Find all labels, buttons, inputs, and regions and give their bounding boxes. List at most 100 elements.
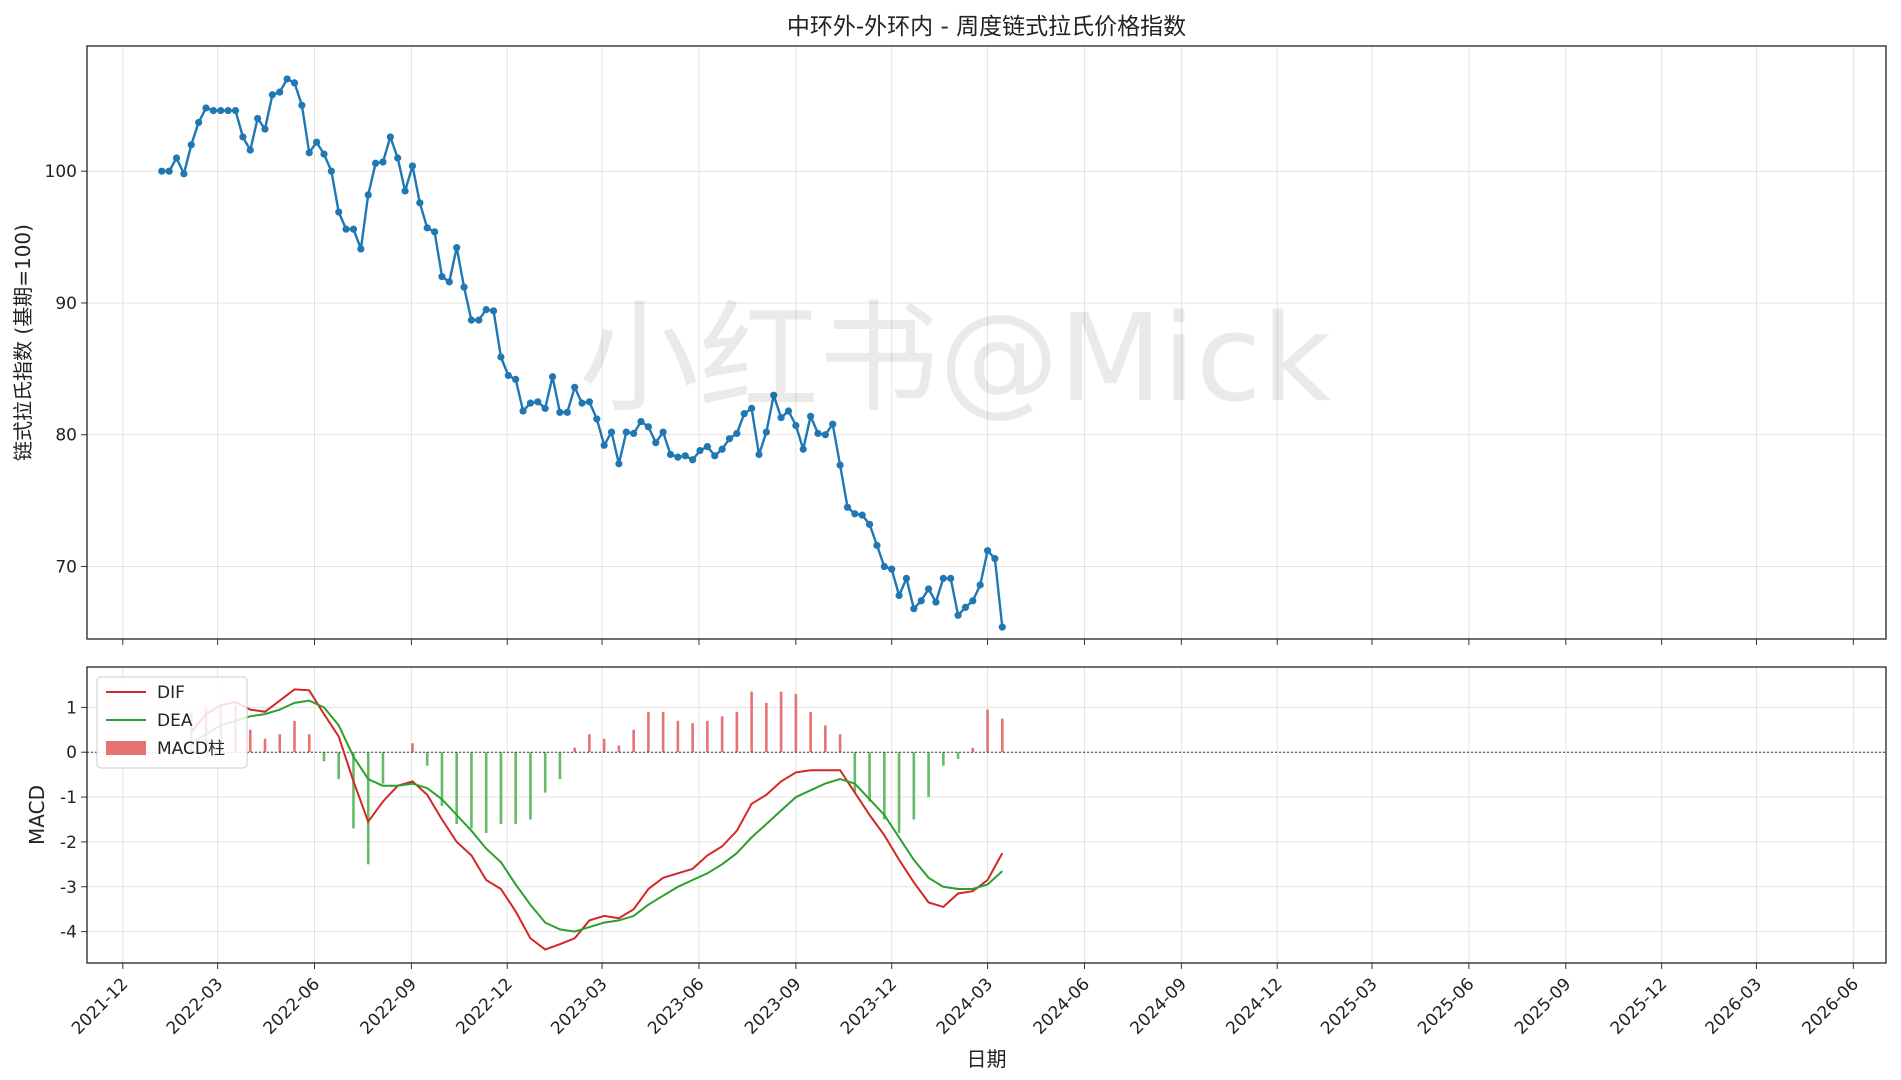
- index-point: [821, 431, 829, 439]
- index-point: [172, 154, 181, 162]
- index-point: [445, 278, 453, 286]
- index-point: [276, 88, 284, 96]
- x-tick-label: 2026-06: [1799, 974, 1863, 1038]
- index-point: [467, 316, 476, 324]
- index-point: [158, 167, 166, 175]
- macd-bar: [352, 752, 355, 829]
- x-tick-label: 2024-12: [1222, 974, 1286, 1038]
- macd-bar: [853, 752, 857, 793]
- x-tick-label: 2023-12: [837, 974, 901, 1038]
- index-point: [748, 404, 756, 412]
- index-point: [659, 428, 667, 436]
- macd-bar: [765, 702, 768, 753]
- x-axis-label: 日期: [967, 1047, 1007, 1071]
- index-point: [489, 307, 498, 315]
- top-plot-frame: [86, 45, 1887, 640]
- index-point: [733, 429, 741, 438]
- x-tick-label: 2024-06: [1030, 974, 1094, 1038]
- index-point: [394, 154, 402, 162]
- index-point: [195, 118, 203, 127]
- macd-bar: [248, 729, 252, 753]
- macd-bar: [440, 752, 444, 807]
- index-point: [696, 446, 704, 455]
- macd-bar: [307, 734, 311, 753]
- index-point: [895, 591, 903, 600]
- index-point: [423, 224, 431, 232]
- macd-bar: [720, 716, 724, 753]
- x-tick-label: 2021-12: [68, 974, 132, 1038]
- index-point: [187, 141, 195, 149]
- index-point: [917, 597, 925, 605]
- index-point: [681, 452, 689, 460]
- macd-bar: [779, 691, 783, 753]
- x-tick-label: 2024-03: [933, 974, 997, 1038]
- bottom-y-tick-label: -3: [60, 878, 77, 898]
- x-tick-label: 2026-03: [1702, 974, 1766, 1038]
- index-point: [453, 244, 461, 252]
- index-point: [725, 435, 734, 443]
- index-point: [622, 428, 630, 436]
- index-point: [932, 598, 940, 606]
- macd-bar: [499, 752, 503, 824]
- index-point: [585, 398, 594, 406]
- index-point: [829, 420, 837, 428]
- bottom-y-axis-label: MACD: [25, 785, 49, 845]
- top-y-axis-label: 链式拉氏指数 (基期=100): [11, 224, 35, 461]
- index-point: [939, 574, 947, 582]
- index-point: [357, 245, 365, 253]
- macd-bar: [514, 752, 517, 824]
- macd-bar: [366, 752, 370, 865]
- index-point: [998, 623, 1006, 631]
- legend-label: DIF: [157, 683, 185, 703]
- macd-bar: [602, 738, 606, 753]
- index-point: [718, 445, 726, 453]
- macd-bar: [897, 752, 901, 833]
- index-point: [231, 106, 240, 115]
- x-tick-label: 2025-12: [1607, 974, 1671, 1038]
- top-y-tick-label: 90: [55, 294, 77, 314]
- index-point: [519, 407, 527, 415]
- index-point: [342, 225, 350, 233]
- index-point: [335, 208, 343, 216]
- index-point: [364, 191, 372, 199]
- index-point: [954, 611, 962, 619]
- bottom-y-tick-label: -4: [60, 923, 77, 943]
- macd-bar: [1000, 718, 1004, 753]
- macd-bar: [912, 752, 916, 820]
- macd-bar: [986, 709, 989, 753]
- x-tick-label: 2025-09: [1511, 974, 1575, 1038]
- index-point: [224, 106, 232, 115]
- index-point: [770, 391, 778, 399]
- x-tick-label: 2022-09: [357, 974, 421, 1038]
- index-point: [666, 450, 675, 459]
- index-point: [777, 414, 785, 422]
- x-tick-label: 2023-06: [644, 974, 708, 1038]
- macd-bar: [588, 734, 591, 753]
- macd-bar: [455, 752, 459, 824]
- macd-bar: [263, 738, 267, 753]
- macd-bar: [293, 720, 296, 753]
- dif-line: [190, 688, 1004, 951]
- legend-label: MACD柱: [157, 739, 225, 759]
- index-point: [261, 125, 269, 133]
- index-point: [578, 399, 586, 407]
- index-point: [836, 461, 844, 469]
- index-point: [607, 428, 616, 436]
- index-point: [305, 149, 313, 157]
- index-point: [807, 412, 815, 420]
- index-point: [799, 445, 807, 453]
- index-point: [534, 398, 542, 406]
- index-point: [165, 167, 173, 175]
- index-point: [512, 375, 520, 383]
- index-point: [482, 305, 490, 314]
- index-point: [349, 225, 358, 233]
- macd-bar: [883, 752, 886, 820]
- macd-bar: [794, 693, 798, 753]
- index-point: [401, 187, 409, 195]
- top-y-tick-label: 70: [55, 558, 77, 578]
- bottom-plot-frame: [86, 666, 1887, 964]
- index-point: [615, 460, 623, 468]
- macd-bar: [676, 720, 680, 753]
- index-point: [504, 371, 512, 380]
- index-point: [644, 423, 652, 431]
